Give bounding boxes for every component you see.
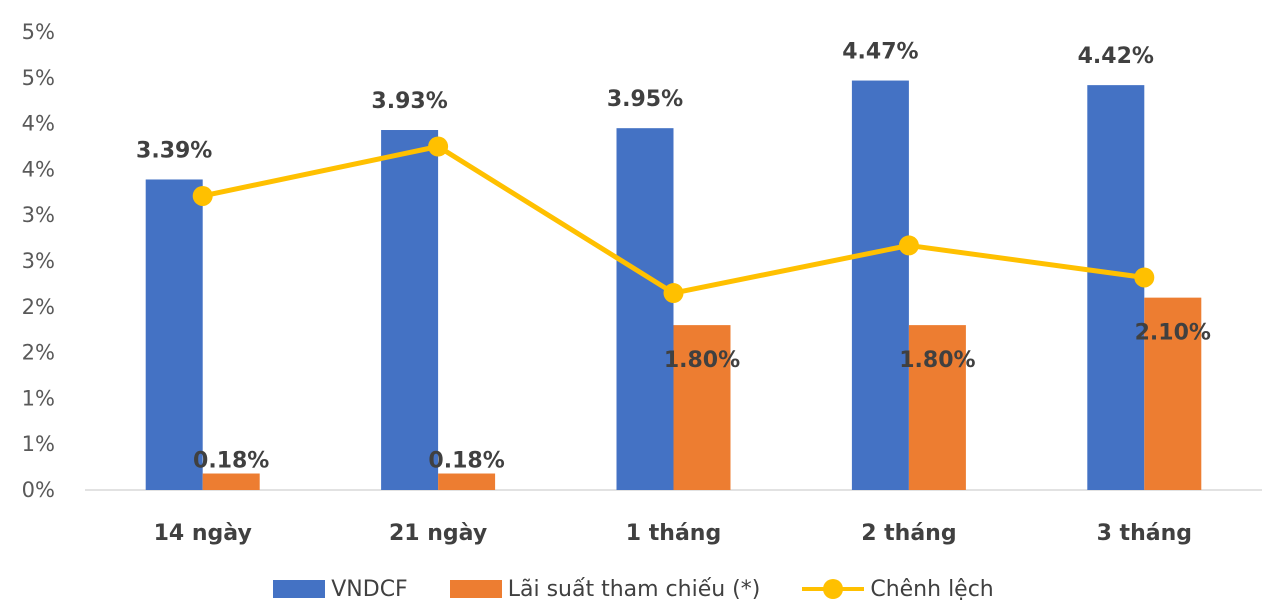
data-label-vndcf: 3.93% <box>371 89 447 114</box>
y-tick-label: 0% <box>22 478 55 502</box>
legend-swatch-vndcf <box>273 580 326 598</box>
legend-swatch-reference-rate <box>449 580 502 598</box>
y-tick-label: 5% <box>22 66 55 90</box>
x-tick-label: 3 tháng <box>1097 521 1192 546</box>
y-tick-label: 5% <box>22 20 55 44</box>
y-tick-label: 4% <box>22 112 55 136</box>
bar-vndcf <box>381 130 439 490</box>
point-spread <box>1134 267 1155 288</box>
x-tick-label: 21 ngày <box>389 521 487 546</box>
point-spread <box>898 235 919 256</box>
data-label-vndcf: 3.95% <box>607 87 683 112</box>
bar-vndcf <box>145 179 203 490</box>
data-label-reference-rate: 0.18% <box>428 449 504 474</box>
data-label-vndcf: 4.42% <box>1078 44 1154 69</box>
bar-vndcf <box>851 80 909 490</box>
bar-reference-rate <box>438 473 496 490</box>
legend: VNDCF Lãi suất tham chiếu (*) Chênh lệch <box>0 574 1267 604</box>
y-tick-label: 3% <box>22 249 55 273</box>
data-label-vndcf: 4.47% <box>842 40 918 65</box>
bar-vndcf <box>1087 85 1145 491</box>
chart-plot-area: 0% 1% 1% 2% 2% 3% 3% 4% 4% 5% 5% 3.39% 0.18% 3.93% 0.… <box>22 20 1262 546</box>
bar-reference-rate <box>908 325 966 490</box>
legend-marker-spread <box>802 578 865 600</box>
y-tick-label: 1% <box>22 386 55 410</box>
data-label-reference-rate: 1.80% <box>664 348 740 373</box>
y-tick-label: 2% <box>22 295 55 319</box>
y-tick-label: 3% <box>22 203 55 227</box>
legend-item-vndcf: VNDCF <box>273 576 408 602</box>
legend-item-reference-rate: Lãi suất tham chiếu (*) <box>449 576 761 602</box>
point-spread <box>663 283 684 304</box>
data-label-reference-rate: 1.80% <box>899 348 975 373</box>
legend-label-reference-rate: Lãi suất tham chiếu (*) <box>507 576 761 602</box>
bar-series <box>145 80 1202 491</box>
line-series <box>192 136 1155 304</box>
legend-label-spread: Chênh lệch <box>870 576 994 602</box>
y-tick-label: 1% <box>22 432 55 456</box>
point-spread <box>428 136 449 157</box>
bar-reference-rate <box>1144 297 1202 490</box>
data-label-vndcf: 3.39% <box>136 138 212 163</box>
x-tick-label: 1 tháng <box>626 521 721 546</box>
legend-item-spread: Chênh lệch <box>802 576 994 602</box>
y-tick-label: 4% <box>22 157 55 181</box>
x-tick-label: 2 tháng <box>861 521 956 546</box>
y-axis-ticks: 0% 1% 1% 2% 2% 3% 3% 4% 4% 5% 5% <box>22 20 55 502</box>
bar-reference-rate <box>202 473 260 490</box>
point-spread <box>192 185 213 206</box>
x-tick-label: 14 ngày <box>154 521 252 546</box>
legend-label-vndcf: VNDCF <box>331 576 408 602</box>
bar-vndcf <box>616 128 674 490</box>
data-label-reference-rate: 2.10% <box>1135 321 1211 346</box>
data-label-reference-rate: 0.18% <box>193 449 269 474</box>
data-labels: 3.39% 0.18% 3.93% 0.18% 3.95% 1.80% 4.47% 1.80%… <box>136 40 1211 474</box>
x-axis-ticks: 14 ngày 21 ngày 1 tháng 2 tháng 3 tháng <box>154 521 1192 546</box>
y-tick-label: 2% <box>22 341 55 365</box>
bar-reference-rate <box>673 325 731 490</box>
